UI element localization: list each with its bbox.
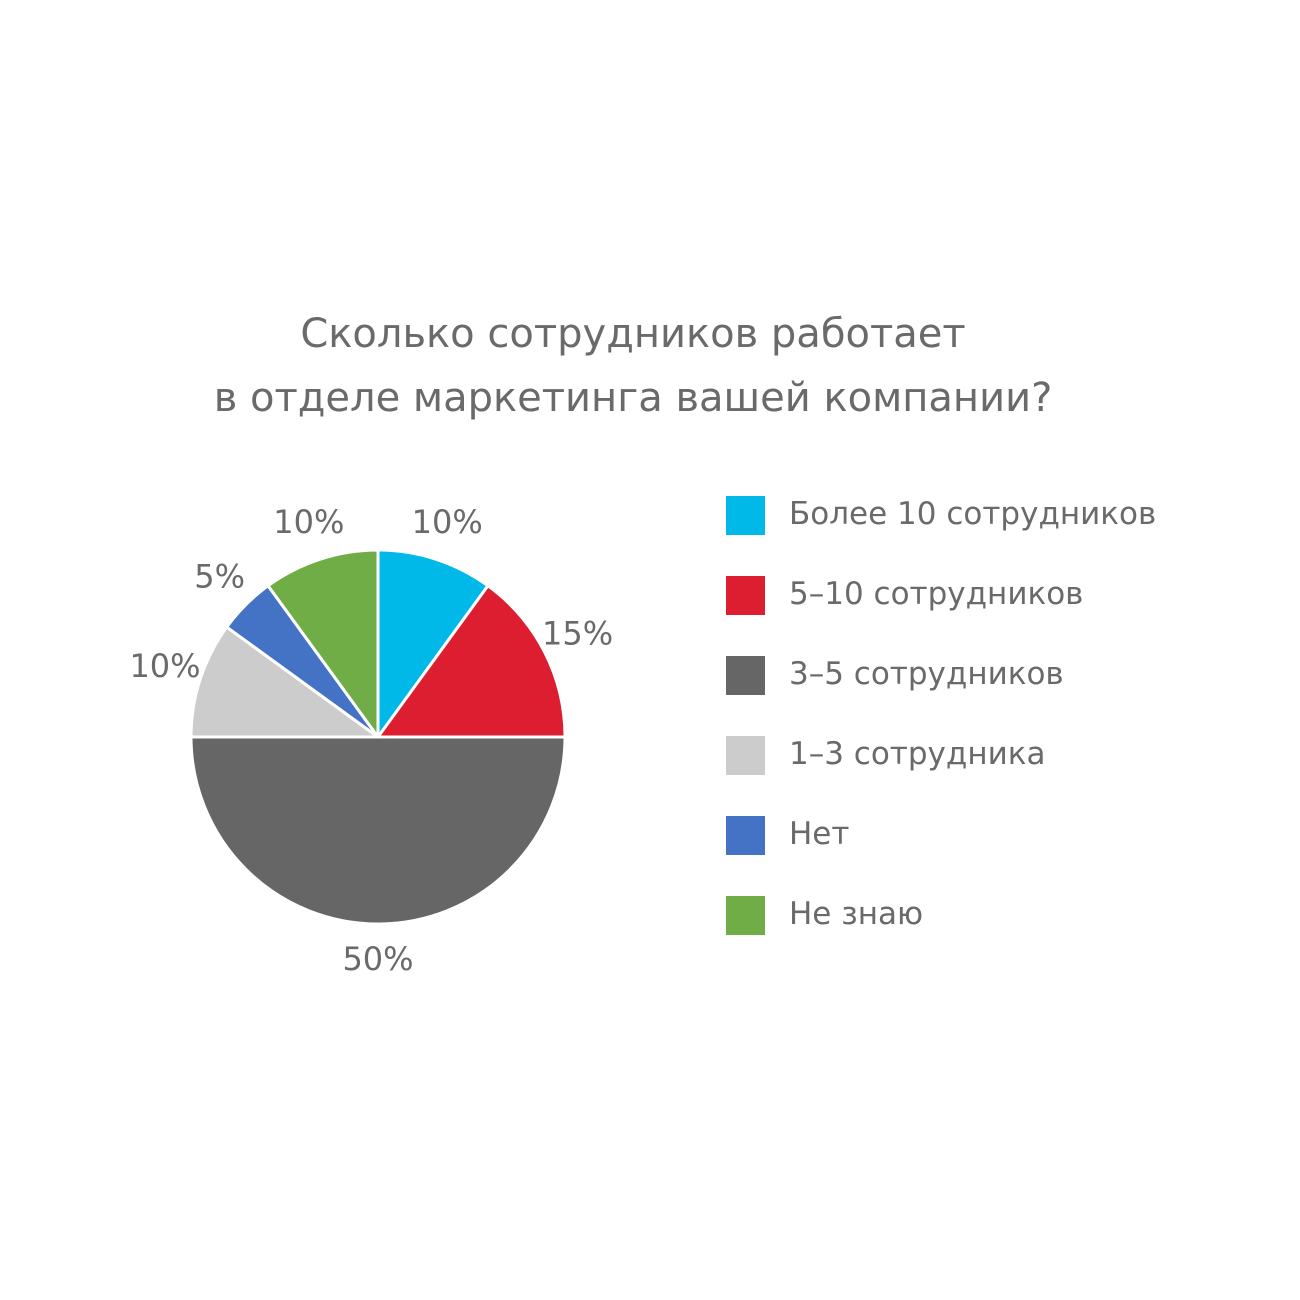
- legend-item-3-5: 3–5 сотрудников: [726, 656, 1286, 736]
- pie-slice-2: [189, 735, 567, 926]
- slice-value-label: 10%: [273, 503, 344, 541]
- legend-swatch: [726, 496, 765, 535]
- legend-swatch: [726, 896, 765, 935]
- legend-label: 5–10 сотрудников: [789, 576, 1084, 612]
- legend-item-dont-know: Не знаю: [726, 896, 1286, 976]
- legend-item-more-than-10: Более 10 сотрудников: [726, 496, 1286, 576]
- pie-slice-3: [189, 625, 380, 739]
- chart-title-line-1: Сколько сотрудников работает: [300, 311, 966, 357]
- slice-value-label: 5%: [194, 558, 245, 596]
- legend-item-none: Нет: [726, 816, 1286, 896]
- legend-label: Более 10 сотрудников: [789, 496, 1157, 532]
- legend-label: 3–5 сотрудников: [789, 656, 1064, 692]
- legend-swatch: [726, 576, 765, 615]
- pie-slices: [189, 548, 567, 926]
- pie-chart: 10% 15% 50% 10% 5% 10%: [129, 503, 613, 978]
- pie-slice-5: [266, 548, 380, 739]
- legend-label: 1–3 сотрудника: [789, 736, 1046, 772]
- legend-swatch: [726, 816, 765, 855]
- slice-value-label: 50%: [342, 940, 413, 978]
- pie-value-labels: 10% 15% 50% 10% 5% 10%: [129, 503, 613, 978]
- slice-value-label: 10%: [412, 503, 483, 541]
- chart-title-line-2: в отделе маркетинга вашей компании?: [213, 375, 1053, 421]
- chart-legend: Более 10 сотрудников 5–10 сотрудников 3–…: [726, 496, 1286, 976]
- legend-label: Не знаю: [789, 896, 924, 932]
- slice-value-label: 15%: [542, 614, 613, 652]
- legend-swatch: [726, 656, 765, 695]
- legend-label: Нет: [789, 816, 850, 852]
- pie-slice-0: [376, 548, 490, 739]
- legend-swatch: [726, 736, 765, 775]
- legend-item-1-3: 1–3 сотрудника: [726, 736, 1286, 816]
- pie-slice-1: [376, 584, 567, 739]
- slice-value-label: 10%: [129, 647, 200, 685]
- legend-item-5-10: 5–10 сотрудников: [726, 576, 1286, 656]
